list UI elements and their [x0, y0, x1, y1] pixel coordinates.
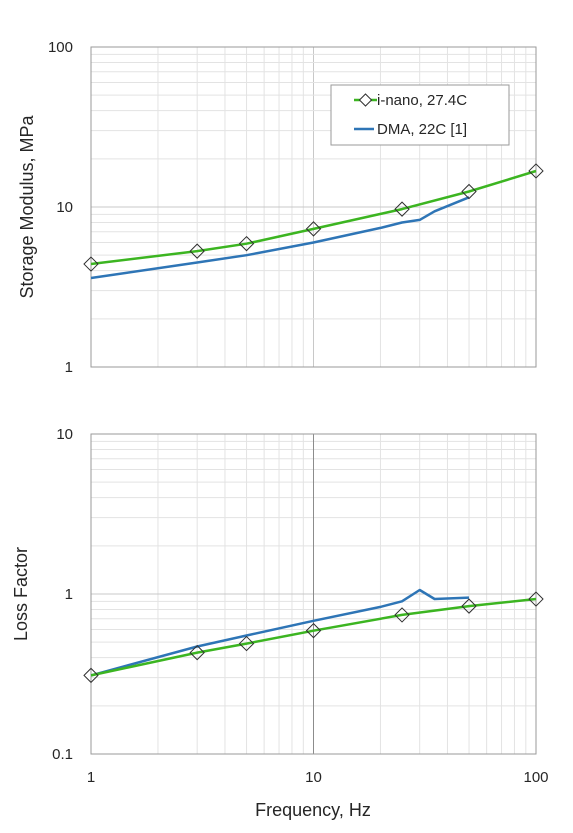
y-tick-label: 10 [56, 199, 73, 216]
bottom-chart-series [83, 588, 544, 684]
bottom-chart-y-axis-title: Loss Factor [11, 547, 31, 641]
top-data-point-i-nano [394, 201, 410, 217]
top-chart-y-axis-title: Storage Modulus, MPa [17, 114, 37, 298]
legend: i-nano, 27.4C DMA, 22C [1] [330, 84, 510, 146]
top-series-line-dma [90, 196, 470, 280]
bottom-chart-grid [90, 434, 536, 755]
bottom-chart-x-axis-title: Frequency, Hz [255, 800, 371, 820]
top-data-point-i-nano [528, 163, 544, 179]
bottom-data-point-i-nano [189, 644, 205, 661]
top-data-point-i-nano [83, 256, 99, 272]
bottom-data-point-i-nano [305, 622, 322, 639]
top-data-point-i-nano [238, 235, 255, 252]
storage-modulus-chart: 1 10 100 Storage Modulus, MPa i-nano, 27.4… [17, 39, 544, 376]
x-tick-label: 10 [305, 769, 322, 786]
top-data-point-i-nano [305, 221, 322, 237]
y-tick-label: 1 [65, 586, 73, 603]
y-tick-label: 0.1 [52, 746, 73, 763]
top-series-line-i-nano [90, 169, 537, 266]
bottom-series-line-dma [90, 588, 470, 677]
top-data-point-i-nano [189, 243, 205, 259]
bottom-chart-plot-frame [90, 433, 537, 755]
top-chart-plot-frame [90, 46, 537, 368]
y-tick-label: 10 [56, 426, 73, 443]
legend-label-i-nano: i-nano, 27.4C [377, 92, 467, 109]
legend-box [330, 84, 510, 146]
loss-factor-chart: 0.1 1 10 1 10 100 Loss Factor Frequency, Hz [11, 426, 549, 820]
x-tick-label: 100 [523, 769, 548, 786]
bottom-data-point-i-nano [461, 598, 477, 614]
x-tick-label: 1 [87, 769, 95, 786]
legend-marker-i-nano [358, 93, 373, 107]
bottom-data-point-i-nano [238, 635, 255, 652]
top-chart-grid [90, 47, 536, 368]
legend-label-dma: DMA, 22C [1] [377, 121, 467, 138]
bottom-series-line-i-nano [90, 597, 537, 677]
bottom-chart-x-ticks: 1 10 100 [87, 769, 549, 786]
y-tick-label: 100 [48, 39, 73, 56]
top-data-point-i-nano [461, 183, 477, 200]
top-chart-series [83, 163, 544, 280]
bottom-data-point-i-nano [83, 667, 99, 684]
bottom-data-point-i-nano [394, 607, 410, 623]
bottom-chart-y-ticks: 0.1 1 10 [52, 426, 73, 763]
y-tick-label: 1 [65, 359, 73, 376]
top-chart-y-ticks: 1 10 100 [48, 39, 73, 376]
bottom-data-point-i-nano [528, 591, 544, 607]
